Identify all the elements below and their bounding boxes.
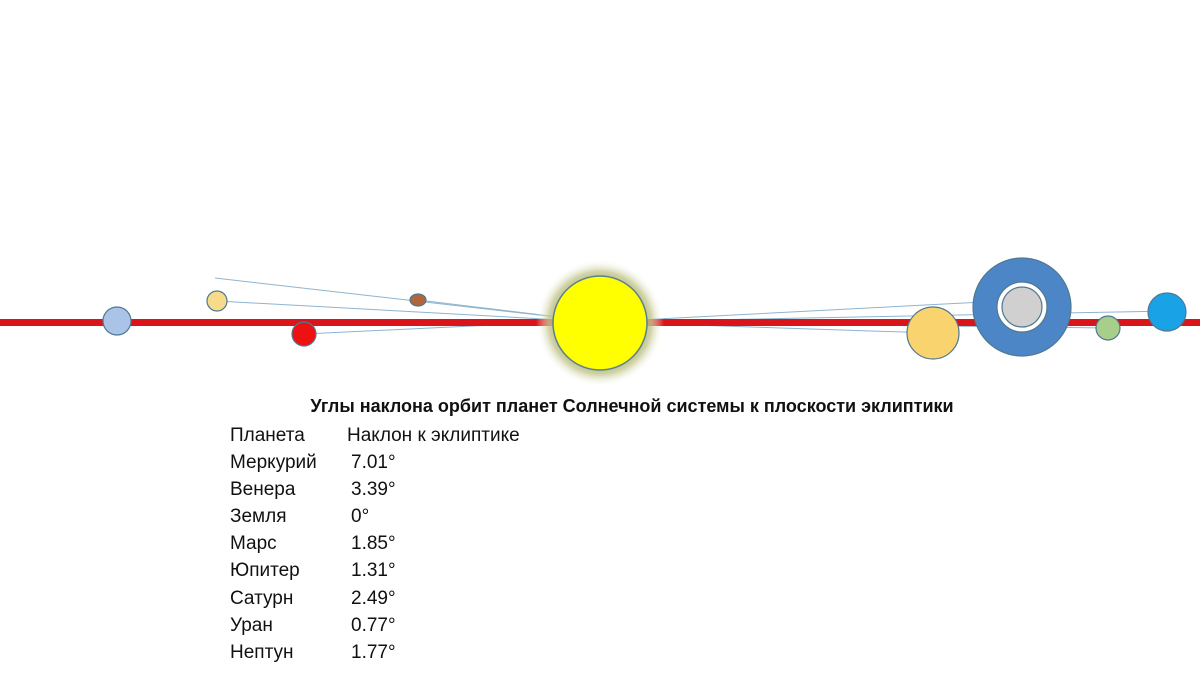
inclination: 7.01° [351,452,396,473]
planet-name: Уран [230,614,273,636]
planet [102,306,132,336]
planet [1095,315,1121,341]
planet-name: Нептун [230,641,294,663]
title: Углы наклона орбит планет Солнечной сист… [310,396,954,416]
inclination: 3.39° [351,479,396,501]
planet-name: Меркурий [230,452,317,473]
planet-name: Сатурн [230,587,294,609]
inclination: 0° [351,506,370,528]
planet [291,321,317,347]
planet-name: Земля [230,506,287,528]
inclination: 1.77° [351,641,396,663]
inclination: 1.31° [351,560,396,582]
inclination: 0.77° [351,614,396,636]
column-header: Планета [230,425,305,446]
planet-name: Венера [230,479,296,501]
planet-name: Марс [230,533,277,555]
inclination: 2.49° [351,587,396,609]
orbit-line [599,299,1023,323]
inclination: 1.85° [351,533,396,555]
planet [1147,292,1187,332]
planet [906,306,960,360]
planet [206,290,228,312]
planet [409,293,427,307]
planet [1001,286,1043,328]
sun [552,275,648,371]
planet-name: Юпитер [230,560,300,582]
column-header: Наклон к эклиптике [347,425,520,446]
